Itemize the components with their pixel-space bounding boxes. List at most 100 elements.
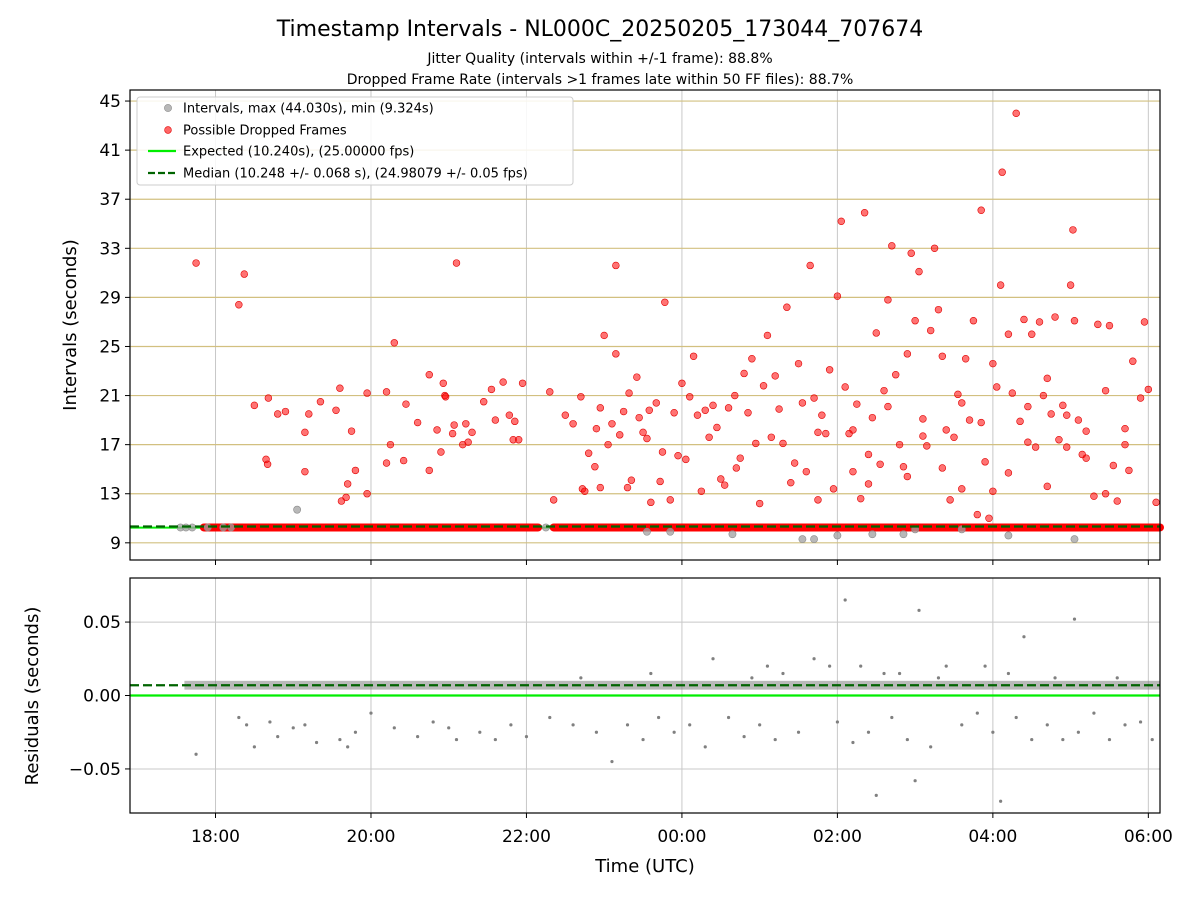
dropped-frame-point [1024,438,1032,446]
dropped-frame-point [491,416,500,424]
dropped-frame-point [316,397,325,406]
dropped-frame-point [382,459,391,467]
dropped-frame-point [623,483,632,492]
dropped-frame-point [608,420,616,428]
dropped-frame-point [880,386,888,395]
residual-point [796,730,801,734]
dropped-frame-point [697,487,706,495]
residual-point [1138,720,1143,724]
residual-point [268,720,272,724]
residual-point [194,752,198,756]
dropped-frame-point [685,393,694,401]
residual-point [773,737,777,742]
dropped-frame-point [390,339,399,347]
interval-point [868,530,877,539]
dropped-frame-point [347,427,356,435]
legend-marker-intervals [164,104,172,112]
dropped-frame-point [1069,226,1077,234]
dropped-frame-point [724,404,733,412]
dropped-frame-point [954,390,962,399]
residual-point [991,730,995,734]
dropped-frame-point [779,439,787,448]
top-y-tick-label: 21 [99,387,121,407]
residual-point [416,735,420,739]
dropped-frame-point [301,467,309,476]
dropped-frame-point [674,451,682,460]
residual-point [835,720,839,724]
dropped-frame-point [717,475,725,483]
dropped-frame-point [794,359,803,368]
top-y-axis-label: Intervals (seconds) [60,239,81,411]
dropped-frame-point [625,389,633,397]
bottom-y-tick-label: 0.05 [83,613,121,633]
dropped-frame-point [240,270,248,278]
dropped-frame-point [860,209,869,217]
dropped-frame-point [818,411,826,419]
interval-point [293,505,302,514]
legend-marker-dropped [164,126,172,134]
dropped-frame-point [263,460,272,468]
dropped-frame-point [647,498,655,507]
dropped-frame-point [1101,490,1110,498]
dropped-frame-point [1004,469,1013,477]
residuals-dense-band [184,680,1160,690]
interval-point [833,531,842,540]
dropped-frame-point [740,369,748,378]
dropped-frame-point [1055,436,1063,444]
dropped-frame-point [305,410,313,418]
x-tick-label: 00:00 [657,827,706,847]
residual-point [882,671,886,676]
dropped-frame-point [732,464,741,472]
dropped-frame-point [1090,492,1098,500]
dropped-frame-point [965,416,974,424]
dropped-frame-point [591,463,599,471]
dropped-frame-point [693,411,702,419]
dropped-frame-point [783,303,791,311]
residual-point [913,779,917,783]
dropped-frame-point [829,485,838,493]
residual-point [237,715,241,720]
legend-label: Intervals, max (44.030s), min (9.324s) [183,102,434,117]
dropped-frame-point [938,464,947,472]
residual-point [392,726,396,730]
chart-subtitle-dropped: Dropped Frame Rate (intervals >1 frames … [347,72,854,88]
dropped-frame-point [612,350,620,358]
residual-point [828,664,832,668]
dropped-frame-point [600,331,608,340]
legend-box [136,96,574,186]
residual-point [276,735,280,739]
dropped-frame-point [1028,330,1036,338]
residual-point [929,745,933,749]
residual-point [493,737,497,742]
dropped-frame-point [661,298,669,306]
residual-point [905,737,909,742]
dropped-frame-point [633,373,641,381]
dropped-frame-point [656,477,664,486]
interval-point [1070,535,1079,544]
top-plot-frame [129,89,1161,561]
interval-point [643,527,651,536]
dropped-frame-point [1129,357,1137,365]
dropped-frame-point [592,424,601,433]
dropped-frame-point [1024,402,1032,411]
residual-point [478,730,482,734]
dropped-frame-point [919,432,927,440]
dropped-frame-point [596,404,605,412]
dropped-frame-point [930,244,939,253]
dropped-frame-point [864,450,873,459]
dropped-frame-point [1113,497,1121,505]
dropped-frame-point [577,393,585,401]
dropped-frame-point [1082,454,1090,462]
residual-point [851,740,855,745]
dropped-frame-point [235,301,243,309]
dropped-frame-point [549,496,558,504]
dropped-frame-point [439,379,447,387]
dropped-frame-point [775,405,783,413]
dropped-frame-point [643,434,651,443]
dropped-frame-point [969,317,978,325]
dropped-frame-point [1140,318,1149,326]
dropped-frame-point [989,359,997,368]
dropped-frame-point [1035,318,1044,326]
bottom-plot-frame [129,577,1161,814]
dropped-frame-point [1012,109,1020,118]
